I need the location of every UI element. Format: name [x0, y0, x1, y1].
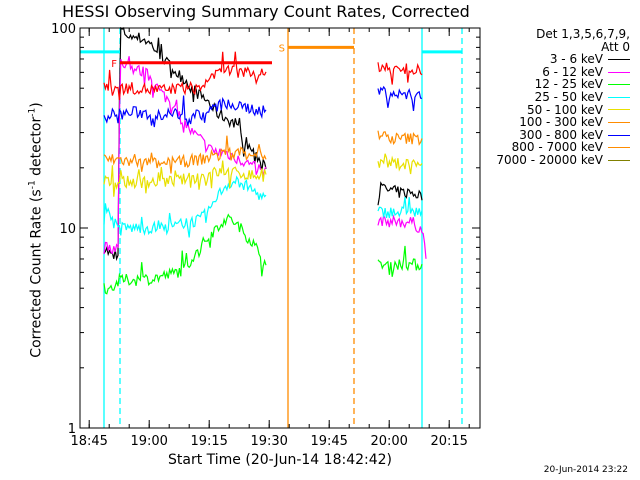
y-axis-label-mid: detector	[28, 116, 45, 181]
series-50-100-kev-segment-0	[103, 160, 267, 197]
y-axis-label-pre: Corrected Count Rate (s	[28, 189, 45, 358]
y-axis-label-sup2: -1	[27, 107, 38, 117]
x-tick-label: 19:00	[130, 434, 167, 449]
series-100-300-kev-segment-1	[377, 130, 423, 146]
legend-swatch	[608, 96, 630, 98]
series-100-300-kev-segment-0	[103, 135, 267, 174]
x-tick-label: 19:45	[310, 434, 347, 449]
flag-label-1: S	[279, 43, 285, 54]
y-tick-label: 1	[68, 422, 76, 437]
series-12-25-kev-segment-1	[377, 245, 423, 277]
y-axis-label-sup1: -1	[27, 180, 38, 190]
x-tick-label: 20:15	[430, 434, 467, 449]
axes: 1 10 100 18:45 19:00 19:15 19:30 19:45 20:00 20:1…	[51, 22, 481, 449]
y-axis-label-post: )	[28, 102, 45, 108]
flag-bars: FS	[80, 43, 462, 70]
series-unlabeled-segment-0	[103, 51, 267, 101]
legend-entry: 3 - 6 keV	[496, 53, 630, 66]
legend-title-line1: Det 1,3,5,6,7,9,	[536, 27, 630, 41]
legend-swatch	[608, 109, 630, 111]
flag-label-0: F	[111, 59, 117, 70]
legend-entry: 50 - 100 keV	[496, 102, 630, 117]
generation-timestamp: 20-Jun-2014 23:22	[543, 465, 628, 475]
series-25-50-kev-segment-1	[377, 197, 423, 219]
series-6-12-kev-segment-0	[103, 56, 267, 255]
legend-entry: 12 - 25 keV	[496, 78, 630, 91]
legend-swatch	[608, 121, 630, 123]
legend-swatch	[608, 84, 630, 86]
legend-label: 25 - 50 keV	[534, 89, 603, 104]
legend-entry: 300 - 800 keV	[496, 129, 630, 142]
series-6-12-kev-segment-1	[377, 214, 427, 259]
x-tick-label: 19:30	[250, 434, 287, 449]
series-3-6-kev-segment-1	[377, 181, 423, 206]
legend-label: 3 - 6 keV	[549, 52, 603, 67]
series-25-50-kev-segment-0	[103, 175, 267, 238]
legend-title-line2: Att 0	[601, 39, 630, 54]
series-300-800-kev-segment-0	[103, 95, 267, 128]
y-tick-label: 100	[51, 22, 76, 37]
series-12-25-kev-segment-0	[103, 213, 267, 295]
legend-label: 50 - 100 keV	[526, 102, 603, 117]
legend-label: 100 - 300 keV	[519, 115, 603, 130]
series-300-800-kev-segment-1	[377, 85, 423, 111]
y-axis-label: Corrected Count Rate (s-1 detector-1)	[28, 102, 45, 357]
x-tick-label: 20:00	[370, 434, 407, 449]
legend-label: 7000 - 20000 keV	[496, 152, 603, 167]
legend-swatch	[608, 71, 630, 73]
legend-label: 12 - 25 keV	[534, 77, 603, 92]
chart-title: HESSI Observing Summary Count Rates, Cor…	[62, 2, 470, 21]
legend-swatch	[608, 147, 630, 149]
legend: Det 1,3,5,6,7,9, Att 0 3 - 6 keV 6 - 12 k…	[496, 28, 630, 167]
legend-label: 800 - 7000 keV	[511, 140, 603, 155]
x-tick-label: 19:15	[190, 434, 227, 449]
legend-entries: 3 - 6 keV 6 - 12 keV 12 - 25 keV 25 - 50 ke…	[496, 53, 630, 166]
legend-swatch	[608, 159, 630, 161]
series-layer	[103, 26, 427, 295]
x-tick-label: 18:45	[70, 434, 107, 449]
x-axis-label: Start Time (20-Jun-14 18:42:42)	[168, 452, 392, 468]
legend-swatch	[608, 134, 630, 136]
legend-entry: 6 - 12 keV	[496, 66, 630, 79]
y-tick-label: 10	[59, 222, 76, 237]
legend-entry: 7000 - 20000 keV	[496, 154, 630, 167]
series-unlabeled-segment-1	[377, 62, 423, 85]
legend-label: 300 - 800 keV	[519, 127, 603, 142]
series-3-6-kev-segment-0	[103, 26, 267, 262]
legend-entry: 25 - 50 keV	[496, 91, 630, 104]
legend-swatch	[608, 58, 630, 60]
series-50-100-kev-segment-1	[377, 153, 423, 175]
legend-label: 6 - 12 keV	[542, 64, 603, 79]
legend-entry: 100 - 300 keV	[496, 116, 630, 129]
legend-entry: 800 - 7000 keV	[496, 141, 630, 154]
